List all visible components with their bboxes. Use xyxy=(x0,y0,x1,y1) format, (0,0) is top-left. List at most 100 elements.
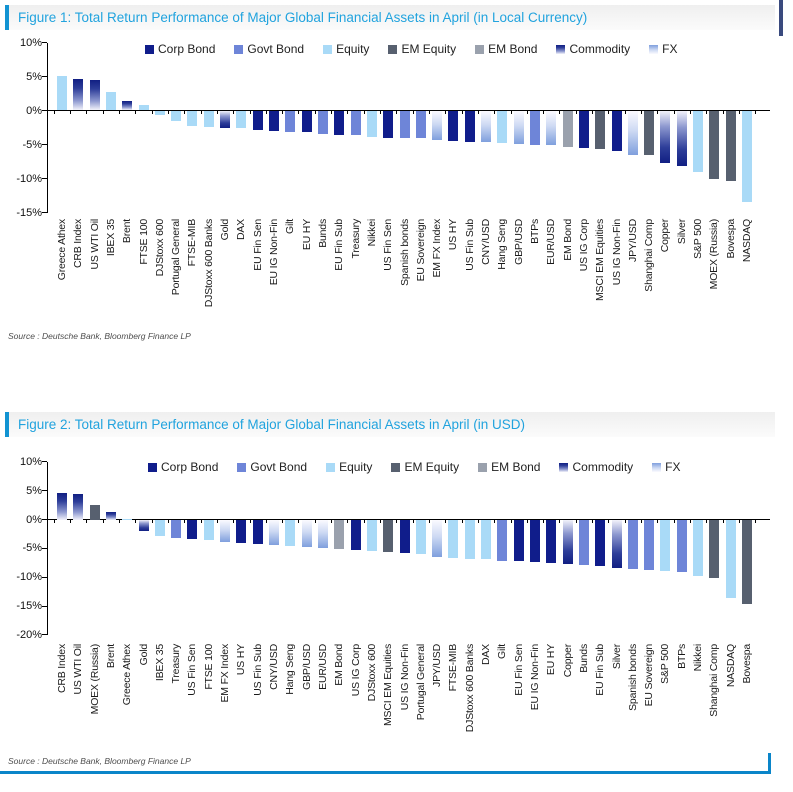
bar-gilt xyxy=(285,110,296,132)
x-axis-category-label: Bunds xyxy=(316,219,329,248)
bar-us-ig-non-fin xyxy=(611,110,622,151)
bar-ftse-100 xyxy=(203,519,214,540)
x-axis-category-label: EU Fin Sub xyxy=(594,644,607,696)
y-axis-label: 0% xyxy=(26,513,42,526)
legend-label: Commodity xyxy=(569,42,631,56)
bar-bunds xyxy=(578,519,589,565)
legend-label: Govt Bond xyxy=(247,42,305,56)
bar-ftse-100 xyxy=(138,105,149,111)
bar-us-hy xyxy=(236,519,247,543)
x-axis-tick xyxy=(168,111,169,115)
x-axis-category-label: Hang Seng xyxy=(284,644,297,695)
x-axis-category-label: DJStoxx 600 Banks xyxy=(463,644,476,733)
legend-swatch-corp-icon xyxy=(148,462,157,472)
y-axis-label: -15% xyxy=(16,600,42,613)
bar-silver xyxy=(676,110,687,167)
x-axis-category-label: S&P 500 xyxy=(692,219,705,259)
bar-s-p-500 xyxy=(693,110,704,172)
y-axis-tick xyxy=(41,605,47,607)
x-axis-tick xyxy=(461,520,463,524)
x-axis-tick xyxy=(673,111,675,115)
y-axis-tick xyxy=(41,178,47,179)
x-axis-category-label: JPY/USD xyxy=(431,644,444,687)
x-axis-category-label: DAX xyxy=(235,219,248,240)
x-axis-tick xyxy=(200,111,202,115)
x-axis-tick xyxy=(53,111,55,115)
x-axis-category-label: Hang Seng xyxy=(496,219,509,270)
x-axis-category-label: US Fin Sen xyxy=(382,219,395,271)
x-axis-tick xyxy=(298,520,300,524)
x-axis-category-label: MSCI EM Equities xyxy=(594,219,607,301)
bar-crb-index xyxy=(73,79,84,111)
x-axis-category-label: EU IG Non-Fin xyxy=(268,219,281,286)
x-axis-category-label: EUR/USD xyxy=(545,219,558,265)
x-axis-tick xyxy=(70,111,72,115)
x-axis-tick xyxy=(624,520,626,524)
legend-item-corp: Corp Bond xyxy=(145,42,215,56)
bar-portugal-general xyxy=(171,110,182,121)
x-axis-tick xyxy=(428,111,430,115)
x-axis-tick xyxy=(363,111,365,115)
x-axis-category-label: EM FX Index xyxy=(219,644,232,703)
x-axis-tick xyxy=(428,520,430,524)
bar-us-wti-oil xyxy=(89,79,100,111)
bar-eu-fin-sen xyxy=(513,519,524,562)
x-axis-tick xyxy=(510,111,512,115)
bar-eu-fin-sen xyxy=(252,110,263,131)
bar-bunds xyxy=(317,110,328,134)
bar-eu-hy xyxy=(546,519,557,563)
x-axis-tick xyxy=(706,111,708,115)
y-axis-label: -5% xyxy=(22,542,42,555)
bar-s-p-500 xyxy=(660,519,671,572)
x-axis-tick xyxy=(102,111,104,115)
x-axis-tick xyxy=(592,111,594,115)
x-axis-tick xyxy=(314,111,316,115)
bar-eur-usd xyxy=(317,519,328,548)
x-axis-category-label: Bovespa xyxy=(741,644,754,684)
x-axis-tick xyxy=(608,520,610,524)
x-axis-tick xyxy=(184,111,186,115)
figure1-source: Source : Deutsche Bank, Bloomberg Financ… xyxy=(8,331,191,341)
y-axis-tick xyxy=(41,42,47,43)
x-axis-category-label: FTSE-MIB xyxy=(447,644,460,692)
y-axis-tick xyxy=(41,461,47,463)
bar-moex-russia- xyxy=(709,110,720,179)
x-axis-tick xyxy=(265,111,267,115)
x-axis-tick xyxy=(331,520,333,524)
x-axis-category-label: MOEX (Russia) xyxy=(708,219,721,290)
x-axis-category-label: US IG Corp xyxy=(577,219,590,272)
x-axis-category-label: Spanish bonds xyxy=(398,219,411,286)
x-axis-tick xyxy=(380,520,382,524)
x-axis-tick xyxy=(86,520,88,524)
bar-us-fin-sen xyxy=(383,110,394,138)
bar-us-fin-sub xyxy=(252,519,263,544)
x-axis-tick xyxy=(722,520,724,524)
legend-item-emequity: EM Equity xyxy=(388,42,456,56)
x-axis-tick xyxy=(119,520,121,524)
x-axis-tick xyxy=(494,520,496,524)
legend-swatch-embond-icon xyxy=(475,44,485,54)
x-axis-tick xyxy=(722,111,724,115)
legend-swatch-fx-icon xyxy=(652,462,662,472)
bar-brent xyxy=(105,512,116,520)
x-axis-category-label: EU HY xyxy=(300,219,313,251)
x-axis-tick xyxy=(363,520,365,524)
bar-gbp-usd xyxy=(301,519,312,547)
x-axis-category-label: Shanghai Comp xyxy=(643,219,656,292)
bar-gold xyxy=(220,110,231,128)
x-axis-category-label: Portugal General xyxy=(414,644,427,721)
page-edge-line xyxy=(779,0,783,36)
legend-label: EM Equity xyxy=(401,42,457,56)
bar-nikkei xyxy=(366,110,377,138)
bar-crb-index xyxy=(57,493,67,520)
legend-item-fx: FX xyxy=(652,460,681,474)
x-axis-tick xyxy=(135,111,137,115)
legend-label: Equity xyxy=(336,42,370,56)
x-axis-tick xyxy=(412,520,414,524)
x-axis-category-label: GBP/USD xyxy=(300,644,313,690)
x-axis-tick xyxy=(477,111,479,115)
x-axis-category-label: FTSE 100 xyxy=(202,644,215,690)
y-axis-tick xyxy=(41,519,47,521)
x-axis-category-label: US HY xyxy=(235,644,248,676)
legend-swatch-govt-icon xyxy=(237,462,247,472)
